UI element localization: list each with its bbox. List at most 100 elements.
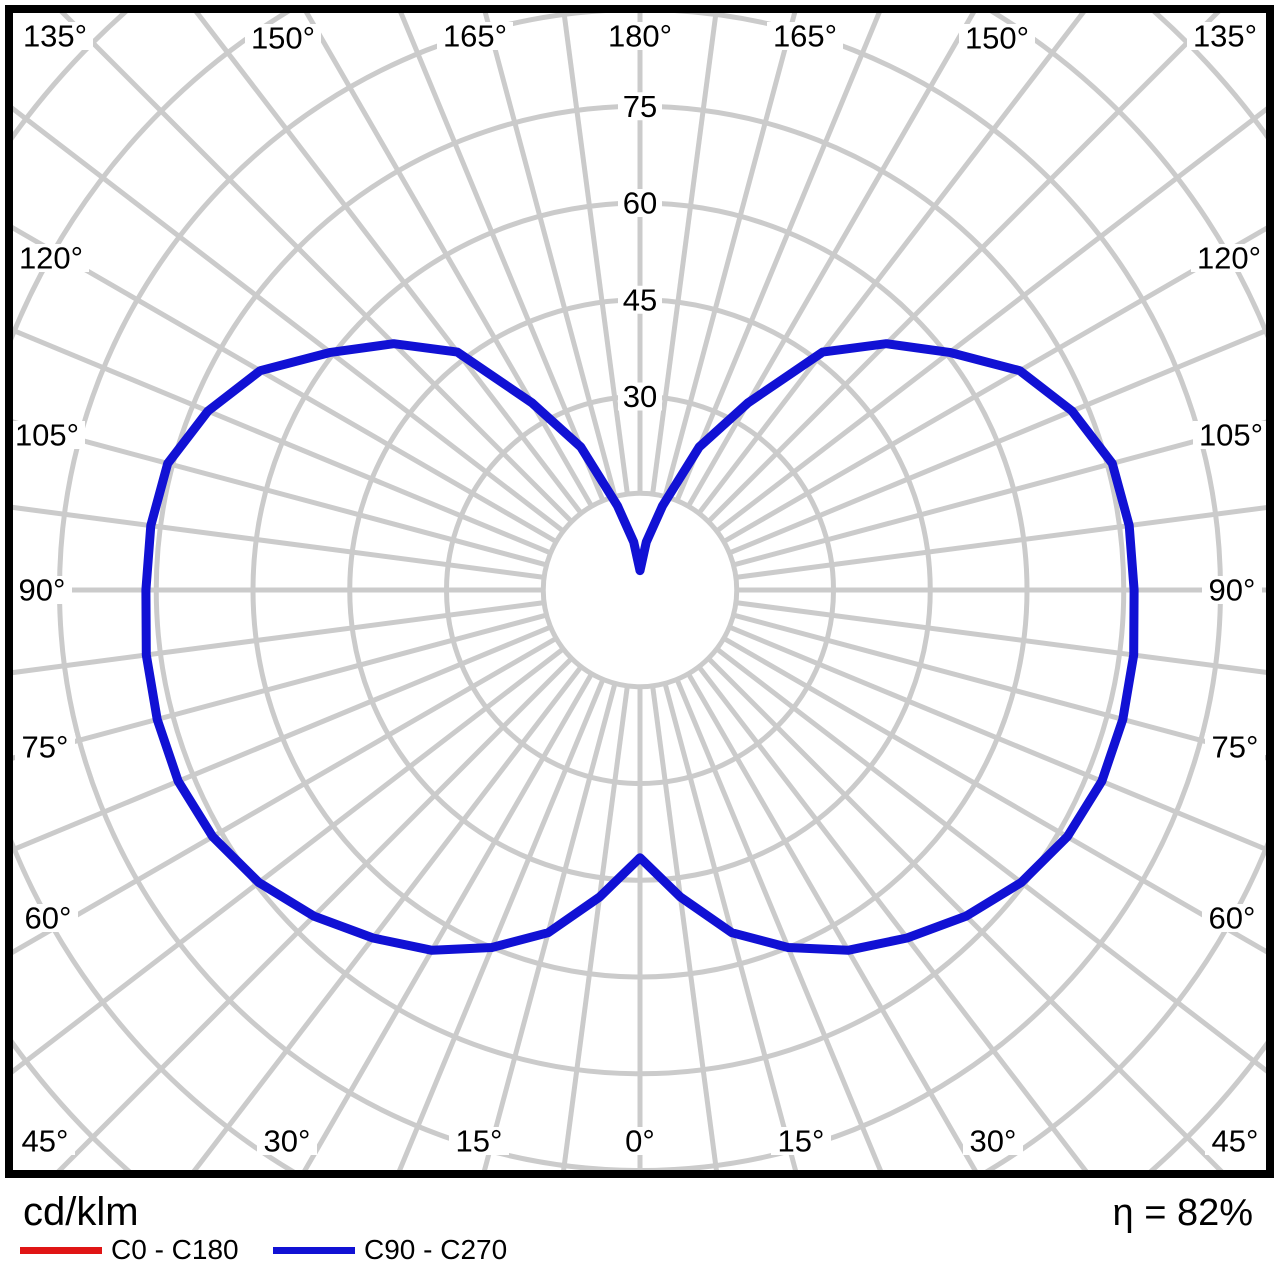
grid-spoke	[13, 600, 545, 676]
angle-tick-label-75-right: 75°	[1212, 730, 1259, 765]
angle-tick-label-120-left-bg	[13, 244, 89, 272]
grid-spoke	[662, 13, 798, 498]
intensity-curve-c90-c270	[141, 339, 1139, 955]
grid-spoke	[728, 327, 1266, 556]
grid-spoke	[650, 13, 719, 495]
grid-spoke	[13, 419, 548, 568]
grid-spoke	[194, 13, 584, 515]
angle-tick-label-165-right-bg	[767, 22, 843, 50]
radial-tick-label-45: 45	[623, 282, 657, 317]
grid-spoke	[13, 327, 552, 556]
grid-ring-15	[540, 490, 740, 690]
grid-spoke	[13, 225, 558, 544]
grid-spoke	[674, 678, 883, 1170]
radial-tick-label-45-bg	[618, 285, 662, 314]
grid-spoke	[191, 665, 584, 1170]
grid-spoke	[722, 636, 1266, 955]
angle-tick-label-120-left: 120°	[19, 241, 83, 276]
angle-tick-label-0-left: 0°	[625, 1124, 655, 1159]
grid-spoke	[674, 13, 882, 502]
tick-labels: 30 45 60 75 0° 15° 15° 30° 30° 45° 45° 60° 60° 75° 75°…	[13, 19, 1266, 1159]
grid-spoke	[696, 13, 1086, 515]
grid-spoke	[735, 505, 1266, 580]
grid-spoke	[706, 656, 1224, 1170]
grid-spoke	[662, 682, 798, 1170]
angle-tick-label-165-left: 165°	[443, 19, 507, 54]
radial-tick-label-60: 60	[623, 186, 657, 221]
efficiency-label: η = 82%	[1112, 1192, 1254, 1234]
grid-spoke	[397, 678, 606, 1170]
angle-tick-label-165-right: 165°	[773, 19, 837, 54]
grid-spoke	[561, 685, 630, 1170]
grid-spoke	[696, 665, 1089, 1170]
grid-spoke	[302, 672, 594, 1170]
angle-tick-label-105-right: 105°	[1199, 418, 1263, 453]
angle-tick-label-15-left: 15°	[456, 1124, 503, 1159]
legend-item-c90-c270: C90 - C270	[273, 1232, 507, 1268]
grid-spoke	[56, 656, 574, 1170]
legend-swatch-1	[273, 1246, 355, 1254]
grid-spoke	[732, 612, 1266, 761]
angle-tick-label-75-right-bg	[1205, 733, 1265, 761]
grid-spoke	[650, 685, 719, 1170]
angle-tick-label-75-left: 75°	[22, 730, 69, 765]
grid-spoke	[303, 13, 594, 508]
angle-tick-label-30-right-bg	[963, 1127, 1023, 1155]
angle-tick-label-120-right: 120°	[1197, 241, 1261, 276]
angle-tick-label-30-left-bg	[257, 1127, 317, 1155]
angle-tick-label-135-left: 135°	[23, 19, 87, 54]
legend-label-1: C90 - C270	[364, 1234, 508, 1265]
grid-spoke	[398, 13, 606, 502]
grid-spoke	[13, 636, 558, 955]
grid-spoke	[728, 624, 1266, 853]
angle-tick-label-30-left: 30°	[264, 1124, 311, 1159]
angle-tick-label-60-right-bg	[1202, 904, 1262, 932]
legend-item-c0-c180: C0 - C180	[20, 1232, 239, 1268]
grid-spoke	[715, 106, 1266, 534]
radial-tick-label-30: 30	[623, 379, 657, 414]
angle-tick-label-15-left-bg	[449, 1127, 509, 1155]
angle-tick-label-165-left-bg	[437, 22, 513, 50]
angle-tick-label-0-left-bg	[618, 1127, 662, 1155]
angle-tick-label-60-left-bg	[18, 904, 78, 932]
grid-spoke	[735, 600, 1266, 675]
angle-tick-label-135-right-bg	[1187, 22, 1263, 50]
grid-spoke	[686, 13, 977, 508]
angle-tick-label-15-right: 15°	[778, 1124, 825, 1159]
angle-tick-label-135-right: 135°	[1193, 19, 1257, 54]
grid-spoke	[732, 419, 1266, 568]
grid-spoke	[13, 624, 552, 853]
angle-tick-label-120-right-bg	[1191, 244, 1266, 272]
legend-swatch-0	[20, 1246, 102, 1254]
angle-tick-label-180-left-bg	[602, 22, 678, 50]
angle-tick-label-105-left: 105°	[15, 418, 79, 453]
angle-tick-label-45-right-bg	[1205, 1127, 1265, 1155]
angle-tick-label-150-right-bg	[959, 24, 1035, 52]
radial-tick-label-30-bg	[618, 382, 662, 411]
grid-spoke	[715, 646, 1266, 1074]
angle-tick-label-75-left-bg	[15, 733, 75, 761]
angle-tick-label-105-right-bg	[1193, 421, 1266, 449]
angle-tick-label-45-right: 45°	[1212, 1124, 1259, 1159]
angle-tick-label-90-right-bg	[1202, 576, 1262, 604]
grid-spoke	[13, 646, 565, 1075]
angle-tick-label-45-left: 45°	[22, 1124, 69, 1159]
angle-tick-label-180-left: 180°	[608, 19, 672, 54]
angle-tick-label-90-right: 90°	[1209, 573, 1256, 608]
unit-label: cd/klm	[23, 1190, 139, 1234]
angle-tick-label-135-left-bg	[17, 22, 93, 50]
grid-spoke	[686, 672, 978, 1170]
angle-tick-label-60-right: 60°	[1209, 901, 1256, 936]
legend: C0 - C180 C90 - C270	[0, 1232, 1280, 1268]
grid-spoke	[482, 682, 618, 1170]
angle-tick-label-90-left-bg	[13, 576, 72, 604]
grid-spoke	[482, 13, 618, 498]
angle-tick-label-45-left-bg	[15, 1127, 75, 1155]
radial-tick-label-75: 75	[623, 89, 657, 124]
radial-tick-label-60-bg	[618, 189, 662, 217]
radial-tick-label-75-bg	[618, 92, 662, 121]
angle-tick-label-30-right: 30°	[970, 1124, 1017, 1159]
angle-tick-label-150-left: 150°	[251, 21, 315, 56]
